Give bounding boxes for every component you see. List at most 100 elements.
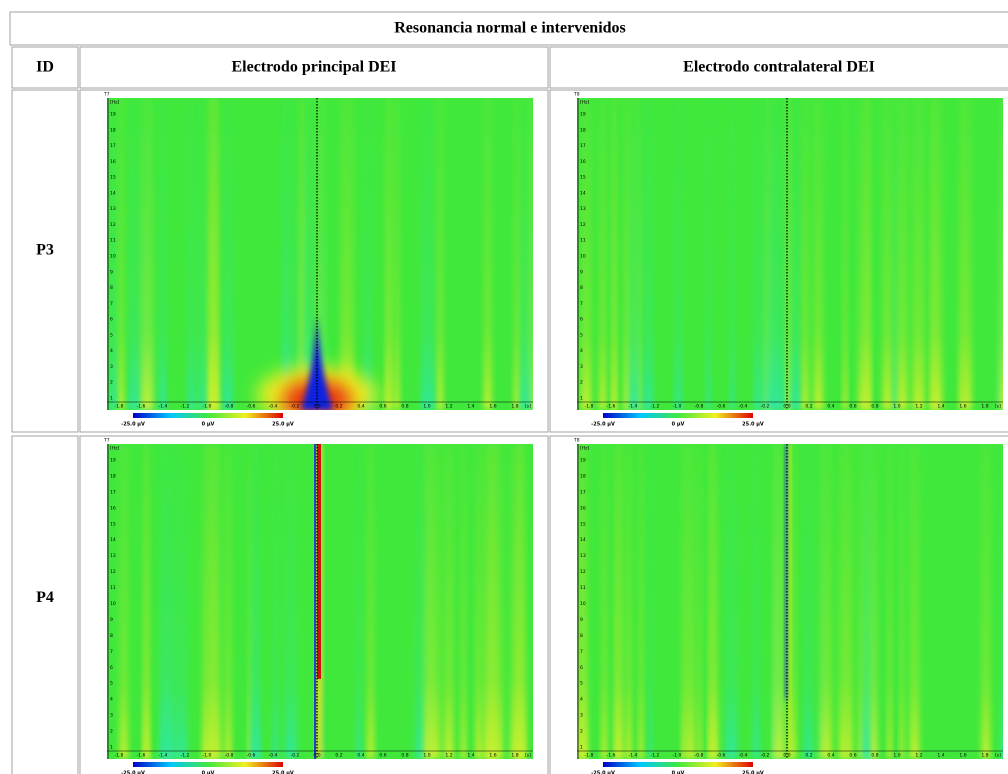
stripe [909,444,920,759]
stripe [509,444,522,759]
stripe [896,98,908,410]
x-tick-label: -0.4 [269,753,278,759]
x-tick-label: 0.6 [849,753,856,759]
y-tick-label: 6 [580,317,583,323]
y-tick-label: 15 [110,521,116,527]
stripe [198,98,207,410]
stripe [363,98,372,410]
y-tick-label: 19 [110,112,116,118]
y-tick-label: 11 [580,238,586,244]
stripe [625,444,632,759]
stripe [210,444,216,759]
x-unit: [s] [525,753,531,759]
stripe [249,444,259,759]
colorbar-label: 25.0 µV [272,422,294,428]
stripe [981,444,991,759]
y-tick-label: 4 [580,348,583,354]
x-tick-label: 0.4 [827,753,834,759]
x-tick-label: 0.6 [379,753,386,759]
stripe [899,444,905,759]
x-tick-label: 0.2 [335,753,342,759]
y-tick-label: 16 [110,505,116,511]
y-tick-label: 17 [110,489,116,495]
stripe [612,98,617,410]
stripe [247,444,253,759]
x-tick-label: -1.0 [673,404,682,410]
x-tick-label: 0.4 [357,404,364,410]
stripe [858,98,871,410]
x-tick-label: -1.6 [137,753,146,759]
stripe [638,444,644,759]
y-unit: [Hz] [580,446,590,452]
colorbar-label: 0 µV [202,422,215,428]
x-tick-label: 1.6 [959,404,966,410]
y-tick-label: 14 [580,537,586,543]
y-tick-label: 7 [580,649,583,655]
x-tick-label: 1.8 [511,404,518,410]
x-tick-label: 1.0 [893,753,900,759]
stripe [685,444,696,759]
stripe [284,444,297,759]
x-tick-label: 1.4 [467,753,474,759]
colorbar [603,762,753,767]
y-tick-label: 6 [580,665,583,671]
x-tick-label: 0.4 [357,753,364,759]
x-tick-label: -0.4 [269,404,278,410]
stripe [294,98,300,410]
stripe [174,444,188,759]
blob [317,444,321,679]
x-tick-label: 0.4 [827,404,834,410]
stripe [752,444,760,759]
spectrogram: T8[Hz]12345678910111213141516171819-1.8-… [573,92,1003,428]
header-label: ID [36,59,54,76]
stripe [789,98,802,410]
stripe [642,98,654,410]
stripe [863,444,871,759]
stripe [460,444,467,759]
plot-area [577,98,1003,410]
colorbar-label: -25.0 µV [121,771,145,774]
stripe [838,444,848,759]
y-tick-label: 1 [110,745,113,751]
stripe [187,98,196,410]
x-tick-label: 1.8 [981,404,988,410]
x-tick-label: -1.6 [137,404,146,410]
stripe [788,444,797,759]
x-tick-label: 1.6 [489,753,496,759]
x-tick-label: -1.2 [181,404,190,410]
y-tick-label: 15 [110,175,116,181]
stripe [475,444,483,759]
x-tick-label: -0.8 [695,753,704,759]
stripe [599,98,607,410]
header-label: Electrodo contralateral DEI [683,59,875,76]
colorbar [603,413,753,418]
x-tick-label: 0.0 [313,404,320,410]
plot-area [577,444,1003,759]
header-cell [549,46,1008,89]
stripe [882,98,893,410]
x-tick-label: -1.0 [203,404,212,410]
y-tick-label: 3 [580,364,583,370]
stripe [485,444,493,759]
y-tick-label: 10 [580,254,586,260]
y-tick-label: 6 [110,317,113,323]
y-tick-label: 8 [580,285,583,291]
x-tick-label: 1.6 [959,753,966,759]
x-tick-label: 1.2 [445,753,452,759]
header-label: Electrodo principal DEI [231,59,396,76]
x-tick-label: -1.4 [629,753,638,759]
stripe [867,444,878,759]
stripe [393,98,400,410]
stripe [356,444,362,759]
x-tick-label: -1.8 [115,404,124,410]
stripe [819,444,833,759]
stripe [801,98,809,410]
y-tick-label: 15 [580,175,586,181]
stripe [724,444,738,759]
stripe [423,444,433,759]
y-tick-label: 1 [580,745,583,751]
x-tick-label: 0.6 [849,404,856,410]
channel-label: T8 [573,92,580,98]
stripe [493,444,504,759]
